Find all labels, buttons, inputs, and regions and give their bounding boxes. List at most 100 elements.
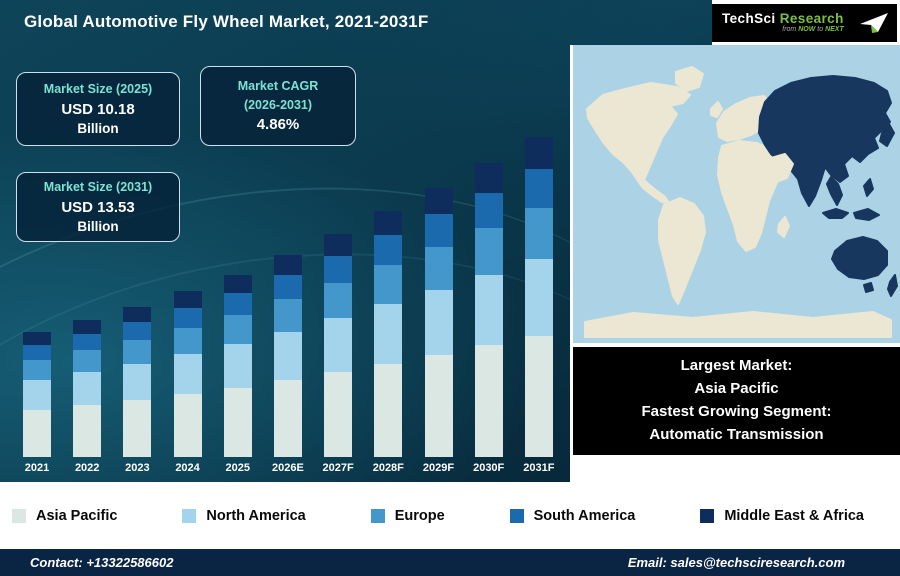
map-tasmania-highlighted — [863, 282, 874, 293]
bar-segment-north-america — [23, 379, 51, 410]
stacked-bar — [324, 233, 353, 457]
market-cagr-box: Market CAGR (2026-2031) 4.86% — [200, 66, 356, 146]
bar-segment-asia-pacific — [173, 393, 202, 457]
callout-line: Automatic Transmission — [649, 425, 824, 443]
bar-segment-north-america — [524, 258, 553, 336]
info-label: Market Size (2031) — [43, 180, 153, 195]
callout-line: Largest Market: — [680, 357, 793, 375]
bar-segment-europe — [73, 349, 102, 372]
tagline-next: NEXT — [825, 26, 844, 34]
legend-label: South America — [533, 507, 636, 524]
legend-swatch — [700, 508, 715, 523]
x-axis-label: 2029F — [422, 462, 455, 474]
legend-label: Middle East & Africa — [724, 507, 864, 524]
right-column: Largest Market: Asia Pacific Fastest Gro… — [570, 45, 900, 482]
page-title: Global Automotive Fly Wheel Market, 2021… — [24, 12, 429, 31]
x-axis-label: 2026E — [272, 462, 304, 474]
info-label: Market Size (2025) — [43, 82, 153, 97]
bar-segment-south-america — [73, 333, 102, 350]
legend-label: Asia Pacific — [36, 507, 118, 524]
bar-segment-middle-east-africa — [223, 275, 252, 294]
tagline-to: to — [815, 26, 826, 34]
bar-segment-europe — [524, 207, 553, 259]
map-uk — [710, 101, 723, 118]
x-axis-label: 2030F — [473, 462, 505, 474]
stacked-bar — [223, 275, 252, 457]
bar-segment-north-america — [324, 318, 353, 373]
stacked-bar — [424, 187, 453, 457]
bar-segment-middle-east-africa — [424, 187, 453, 215]
info-sublabel: (2026-2031) — [243, 97, 313, 112]
logo-area: TechSci Research from NOW to NEXT — [712, 0, 900, 45]
market-size-2025-box: Market Size (2025) USD 10.18 Billion — [16, 72, 180, 146]
bar-segment-south-america — [374, 235, 403, 266]
logo-brand-primary: TechSci — [722, 11, 776, 27]
bar-segment-middle-east-africa — [374, 210, 403, 236]
map-indonesia-highlighted — [822, 208, 880, 221]
bar-segment-middle-east-africa — [524, 137, 553, 170]
bar-segment-asia-pacific — [23, 409, 51, 457]
techsci-research-logo: TechSci Research from NOW to NEXT — [712, 4, 897, 42]
bar-segment-middle-east-africa — [324, 233, 353, 256]
bar-segment-middle-east-africa — [173, 290, 202, 308]
bar-column: 2030F — [472, 163, 506, 474]
bar-segment-asia-pacific — [273, 380, 302, 457]
bar-segment-north-america — [474, 274, 503, 346]
bar-segment-south-america — [173, 307, 202, 328]
bar-segment-asia-pacific — [324, 372, 353, 457]
bar-column: 2023 — [120, 307, 154, 474]
bar-column: 2029F — [422, 187, 456, 474]
logo-brand-secondary: Research — [779, 11, 844, 27]
bar-segment-europe — [173, 327, 202, 355]
bar-segment-north-america — [223, 344, 252, 388]
bar-segment-north-america — [73, 371, 102, 405]
tagline-from: from — [782, 26, 799, 34]
map-philippines-highlighted — [863, 178, 874, 197]
bar-segment-europe — [23, 359, 51, 380]
x-axis-label: 2025 — [225, 462, 250, 474]
stacked-bar — [374, 210, 403, 457]
paper-plane-icon — [860, 13, 888, 33]
bar-segment-europe — [374, 265, 403, 305]
legend-item: Middle East & Africa — [700, 508, 864, 524]
bar-segment-middle-east-africa — [123, 307, 152, 323]
bar-column: 2027F — [321, 233, 355, 474]
bar-segment-europe — [324, 282, 353, 319]
info-label: Market CAGR — [237, 78, 319, 93]
map-greenland — [675, 66, 704, 92]
info-value: USD 13.53 — [61, 198, 135, 216]
callout-line: Fastest Growing Segment: — [641, 403, 832, 420]
bar-segment-asia-pacific — [474, 345, 503, 457]
x-axis-label: 2027F — [322, 462, 354, 474]
bar-segment-asia-pacific — [524, 335, 553, 457]
logo-text: TechSci Research from NOW to NEXT — [722, 12, 844, 34]
map-north-america — [586, 82, 691, 205]
x-axis-label: 2023 — [125, 462, 150, 474]
stacked-bar-chart: 2021 2022 2023 2024 2025 2026E 2027F 2028F 2029F… — [20, 137, 556, 474]
stacked-bar — [23, 332, 51, 457]
bar-segment-south-america — [424, 214, 453, 247]
legend-swatch — [182, 508, 197, 523]
legend-swatch — [509, 508, 524, 523]
bar-segment-europe — [424, 246, 453, 290]
bar-column: 2022 — [70, 319, 104, 474]
info-value: USD 10.18 — [61, 100, 135, 118]
contact-phone: Contact: +13322586602 — [30, 555, 174, 570]
world-map-image — [573, 45, 900, 343]
bar-segment-europe — [123, 340, 152, 365]
logo-tagline: from NOW to NEXT — [782, 26, 843, 33]
bar-segment-north-america — [374, 304, 403, 364]
stacked-bar — [73, 319, 102, 457]
bar-column: 2025 — [221, 275, 255, 474]
legend-label: Europe — [394, 507, 445, 524]
legend-label: North America — [206, 507, 306, 524]
bar-segment-middle-east-africa — [23, 332, 51, 345]
x-axis-label: 2031F — [523, 462, 555, 474]
contact-email: Email: sales@techsciresearch.com — [627, 555, 845, 570]
x-axis-label: 2021 — [24, 462, 50, 474]
info-value: 4.86% — [256, 116, 300, 134]
bar-column: 2031F — [522, 137, 556, 474]
chart-legend: Asia Pacific North America Europe South Ame… — [0, 482, 900, 549]
legend-item: Asia Pacific — [12, 508, 117, 524]
bar-segment-europe — [223, 315, 252, 345]
